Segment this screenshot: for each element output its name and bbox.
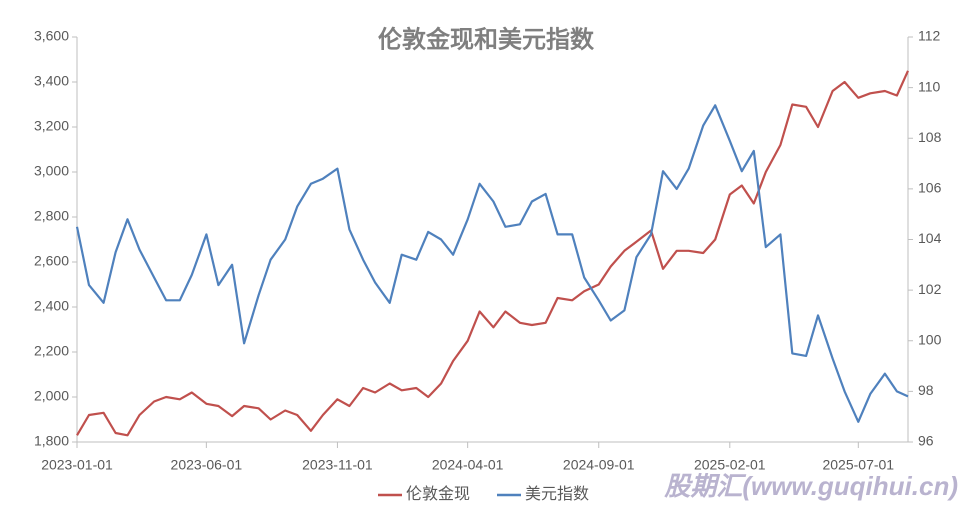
series-line xyxy=(76,70,910,437)
x-tick-label: 2024-04-01 xyxy=(432,457,504,473)
y-tick-label: 1,800 xyxy=(34,433,69,449)
x-tick-label: 2023-11-01 xyxy=(302,457,373,473)
y2-tick-label: 102 xyxy=(918,281,942,297)
y2-tick-label: 100 xyxy=(918,331,942,347)
y-tick-label: 2,800 xyxy=(34,208,69,224)
chart-title: 伦敦金现和美元指数 xyxy=(378,25,595,53)
y-tick-label: 3,200 xyxy=(34,118,69,134)
y-tick-label: 2,600 xyxy=(34,253,69,269)
y-tick-label: 2,200 xyxy=(34,343,69,359)
legend-label: 美元指数 xyxy=(525,485,589,503)
y2-tick-label: 96 xyxy=(918,433,934,449)
y-tick-label: 2,000 xyxy=(34,388,69,404)
x-tick-label: 2025-02-01 xyxy=(694,457,766,473)
y2-tick-label: 110 xyxy=(918,78,941,94)
legend-label: 伦敦金现 xyxy=(406,485,470,503)
y2-tick-label: 98 xyxy=(918,382,934,398)
y-tick-label: 3,600 xyxy=(34,28,69,44)
series-line xyxy=(75,104,909,423)
y-tick-label: 3,000 xyxy=(34,163,69,179)
watermark: 股期汇(www.guqihui.cn) xyxy=(663,471,958,501)
y2-tick-label: 108 xyxy=(918,129,942,145)
x-tick-label: 2025-07-01 xyxy=(822,457,894,473)
x-tick-label: 2024-09-01 xyxy=(563,457,635,473)
y-tick-label: 2,400 xyxy=(34,298,69,314)
x-tick-label: 2023-01-01 xyxy=(41,457,113,473)
y2-tick-label: 112 xyxy=(918,28,941,44)
y-tick-label: 3,400 xyxy=(34,73,69,89)
y2-tick-label: 104 xyxy=(918,230,942,246)
x-tick-label: 2023-06-01 xyxy=(171,457,243,473)
y2-tick-label: 106 xyxy=(918,180,942,196)
